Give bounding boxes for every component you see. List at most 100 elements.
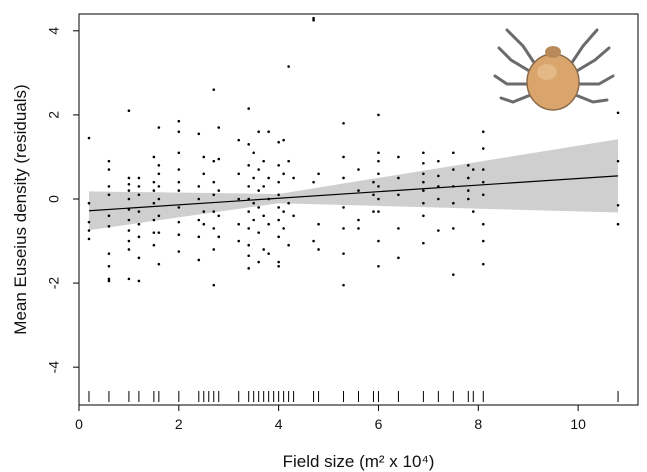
data-point bbox=[616, 203, 620, 207]
data-point bbox=[471, 210, 475, 213]
data-point bbox=[87, 237, 91, 241]
data-point bbox=[212, 210, 216, 213]
scatter-points-layer bbox=[87, 16, 620, 287]
data-point bbox=[247, 254, 250, 258]
data-point bbox=[152, 243, 156, 247]
data-point bbox=[137, 210, 141, 213]
data-point bbox=[452, 273, 455, 276]
data-point bbox=[452, 227, 455, 230]
data-point bbox=[107, 225, 111, 228]
data-point bbox=[247, 210, 250, 213]
data-point bbox=[422, 201, 425, 205]
y-tick-label: 2 bbox=[46, 111, 62, 119]
x-tick-label: 2 bbox=[175, 416, 183, 432]
y-tick-label: -2 bbox=[46, 277, 62, 290]
data-point bbox=[107, 252, 111, 255]
data-point bbox=[197, 235, 201, 239]
data-point bbox=[127, 109, 131, 112]
data-point bbox=[137, 193, 141, 197]
data-point bbox=[177, 233, 181, 237]
data-point bbox=[107, 159, 111, 163]
data-point bbox=[437, 159, 440, 163]
data-point bbox=[277, 180, 280, 184]
data-point bbox=[212, 193, 216, 197]
data-point bbox=[247, 185, 250, 188]
data-point bbox=[292, 176, 295, 180]
data-point bbox=[317, 172, 320, 176]
data-point bbox=[471, 168, 475, 171]
data-point bbox=[237, 239, 241, 243]
data-point bbox=[422, 180, 425, 184]
data-point bbox=[262, 214, 265, 218]
data-point bbox=[237, 172, 241, 176]
data-point bbox=[197, 132, 201, 136]
data-point bbox=[397, 227, 400, 230]
data-point bbox=[397, 176, 400, 180]
data-point bbox=[127, 182, 131, 186]
confidence-band bbox=[88, 139, 619, 231]
data-point bbox=[481, 222, 485, 226]
data-point bbox=[127, 239, 131, 243]
data-point bbox=[342, 176, 345, 180]
data-point bbox=[212, 180, 216, 184]
data-point bbox=[422, 214, 425, 218]
y-tick-label: 0 bbox=[46, 195, 62, 203]
data-point bbox=[137, 235, 141, 239]
data-point bbox=[212, 159, 216, 163]
data-point bbox=[616, 159, 620, 163]
data-point bbox=[247, 143, 250, 146]
data-point bbox=[107, 214, 111, 218]
data-point bbox=[257, 260, 260, 264]
x-axis-label: Field size (m² x 10⁴) bbox=[283, 452, 435, 471]
data-point bbox=[217, 157, 221, 161]
data-point bbox=[212, 88, 216, 91]
data-point bbox=[152, 155, 156, 159]
data-point bbox=[262, 159, 265, 163]
data-point bbox=[267, 222, 270, 226]
data-point bbox=[312, 180, 315, 184]
data-point bbox=[177, 189, 181, 192]
data-point bbox=[422, 161, 425, 165]
data-point bbox=[452, 185, 455, 188]
data-point bbox=[217, 235, 221, 239]
data-point bbox=[177, 168, 181, 171]
data-point bbox=[202, 172, 206, 176]
plot-frame bbox=[78, 13, 639, 406]
data-point bbox=[357, 168, 360, 171]
mite-image bbox=[493, 28, 615, 111]
data-point bbox=[467, 189, 470, 192]
data-point bbox=[177, 180, 181, 184]
data-point bbox=[87, 136, 91, 140]
data-point bbox=[422, 241, 425, 245]
data-point bbox=[152, 218, 156, 222]
data-point bbox=[257, 206, 260, 209]
data-point bbox=[252, 218, 255, 222]
data-point bbox=[202, 155, 206, 159]
data-point bbox=[481, 262, 485, 266]
data-point bbox=[377, 113, 380, 117]
y-tick-label: -4 bbox=[46, 361, 62, 374]
data-point bbox=[157, 231, 161, 234]
data-point bbox=[237, 222, 241, 226]
data-point bbox=[481, 180, 485, 184]
data-point bbox=[342, 122, 345, 125]
data-point bbox=[202, 210, 206, 213]
data-point bbox=[152, 201, 156, 205]
data-point bbox=[282, 172, 285, 176]
data-point bbox=[616, 222, 620, 226]
data-point bbox=[127, 277, 131, 281]
data-point bbox=[177, 151, 181, 155]
x-tick-label: 0 bbox=[75, 416, 83, 432]
data-point bbox=[107, 277, 111, 281]
data-point bbox=[287, 201, 290, 205]
data-point bbox=[357, 189, 360, 192]
data-point bbox=[422, 189, 425, 192]
data-point bbox=[212, 283, 216, 287]
data-point bbox=[277, 193, 280, 197]
data-point bbox=[247, 227, 250, 230]
data-point bbox=[342, 206, 345, 209]
data-point bbox=[107, 185, 111, 188]
data-point bbox=[157, 214, 161, 218]
data-point bbox=[127, 189, 131, 192]
data-point bbox=[277, 235, 280, 239]
